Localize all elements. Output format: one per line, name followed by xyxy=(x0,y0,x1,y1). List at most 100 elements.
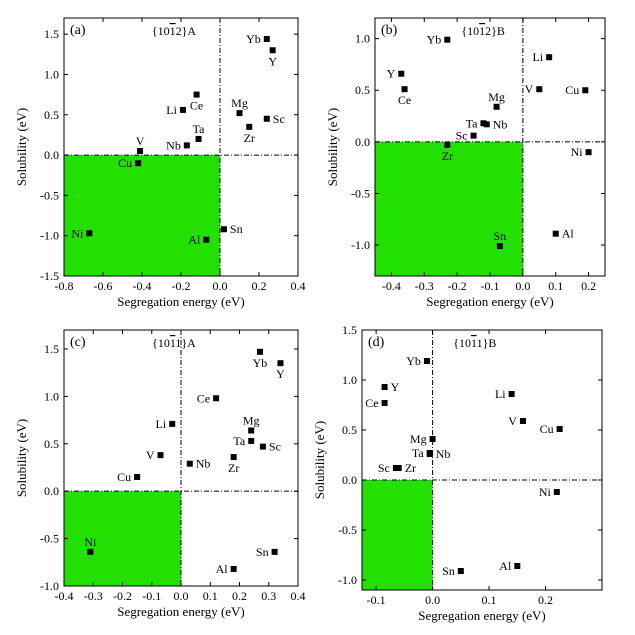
point-label: Sc xyxy=(378,461,390,475)
plane-label: {1011}A xyxy=(152,336,196,350)
point-label: Mg xyxy=(231,96,248,110)
point-label: Y xyxy=(387,67,396,81)
point-label: Ni xyxy=(71,226,84,240)
data-point xyxy=(483,121,490,128)
x-axis-label: Segregation energy (eV) xyxy=(426,294,554,309)
y-tick-label: -0.5 xyxy=(40,532,59,546)
data-point xyxy=(401,86,408,93)
point-label: Li xyxy=(495,387,506,401)
x-tick-label: -0.8 xyxy=(55,279,74,293)
x-axis-label: Segregation energy (eV) xyxy=(418,608,546,623)
point-label: Zr xyxy=(405,461,416,475)
point-label: Sc xyxy=(269,440,281,454)
data-point xyxy=(423,358,430,364)
x-tick-label: 0.2 xyxy=(232,589,247,603)
y-tick-label: 1.5 xyxy=(342,323,357,337)
data-point xyxy=(263,115,270,122)
y-tick-label: 0.0 xyxy=(44,148,59,162)
point-label: Y xyxy=(276,367,285,381)
point-label: Cu xyxy=(118,156,132,170)
data-point xyxy=(86,230,93,237)
x-tick-label: 0.0 xyxy=(174,589,189,603)
point-label: Mg xyxy=(410,432,427,446)
x-tick-label: -0.2 xyxy=(172,279,191,293)
data-point xyxy=(256,348,263,355)
point-label: Yb xyxy=(406,354,421,368)
data-point xyxy=(398,70,405,77)
data-point xyxy=(220,226,227,233)
data-point xyxy=(248,427,255,434)
point-label: Sc xyxy=(456,129,468,143)
data-point xyxy=(135,160,142,167)
point-label: Nb xyxy=(493,117,508,131)
y-tick-label: 1.0 xyxy=(342,373,357,387)
x-tick-label: -0.1 xyxy=(481,279,500,293)
point-label: Ta xyxy=(233,434,245,448)
data-point xyxy=(157,452,164,459)
point-label: Y xyxy=(268,54,277,68)
x-tick-label: 0.2 xyxy=(252,279,267,293)
point-label: Ni xyxy=(84,535,97,549)
data-point xyxy=(582,87,589,94)
x-tick-label: 0.1 xyxy=(203,589,218,603)
data-point xyxy=(277,360,284,367)
x-tick-label: 0.3 xyxy=(261,589,276,603)
x-tick-label: 0.0 xyxy=(515,279,530,293)
panel-d: -0.1 0.0 0.1 0.2 -1.0 -0.5 0.0 0.5 1.0 1.5 Segrega… xyxy=(312,323,603,623)
x-axis-label: Segregation energy (eV) xyxy=(117,604,245,619)
data-point xyxy=(552,230,559,237)
x-tick-label: -0.4 xyxy=(382,279,401,293)
panel-label: (b) xyxy=(381,23,398,38)
y-tick-label: -1.0 xyxy=(351,238,370,252)
data-point xyxy=(553,489,560,495)
data-point xyxy=(137,148,144,155)
data-point xyxy=(193,91,200,98)
y-tick-label: 1.5 xyxy=(44,342,59,356)
point-label: Yb xyxy=(427,33,442,47)
data-point xyxy=(236,110,243,117)
point-label: Ce xyxy=(398,93,411,107)
data-point xyxy=(246,123,253,130)
y-tick-label: 0.5 xyxy=(44,437,59,451)
x-tick-label: 0.0 xyxy=(425,593,440,607)
x-tick-label: 0.0 xyxy=(213,279,228,293)
x-tick-label: -0.3 xyxy=(415,279,434,293)
point-label: Al xyxy=(562,227,575,241)
x-tick-label: -0.1 xyxy=(142,589,161,603)
point-label: Li xyxy=(166,103,177,117)
point-label: Yb xyxy=(253,356,268,370)
data-point xyxy=(230,454,237,461)
point-label: Cu xyxy=(540,422,554,436)
y-tick-label: -1.0 xyxy=(40,579,59,593)
point-label: Li xyxy=(156,417,167,431)
y-tick-label: 0.5 xyxy=(44,108,59,122)
point-label: Yb xyxy=(246,32,261,46)
point-label: Zr xyxy=(442,149,453,163)
x-tick-label: 0.4 xyxy=(291,589,306,603)
y-tick-label: -1.0 xyxy=(40,229,59,243)
point-label: Sn xyxy=(494,229,507,243)
point-label: Zr xyxy=(228,461,239,475)
shaded-quadrant xyxy=(375,141,523,276)
point-label: Cu xyxy=(565,83,579,97)
panel-label: (a) xyxy=(70,23,86,38)
plane-label: {1012}A xyxy=(152,24,197,38)
point-label: Zr xyxy=(244,131,255,145)
y-tick-label: -1.0 xyxy=(338,573,357,587)
point-label: Al xyxy=(499,559,512,573)
point-label: Nb xyxy=(436,447,451,461)
data-point xyxy=(87,548,94,555)
data-point xyxy=(381,400,388,406)
y-tick-label: 1.5 xyxy=(44,27,59,41)
x-tick-label: -0.4 xyxy=(55,589,74,603)
shaded-quadrant xyxy=(362,480,433,590)
point-label: Ce xyxy=(197,391,210,405)
x-tick-label: 0.2 xyxy=(581,279,596,293)
y-tick-label: 0.5 xyxy=(355,83,370,97)
point-label: Ce xyxy=(190,99,203,113)
point-label: Cu xyxy=(117,470,131,484)
point-label: Sn xyxy=(442,564,455,578)
data-point xyxy=(519,418,526,424)
data-point xyxy=(213,395,220,402)
x-tick-label: 0.1 xyxy=(482,593,497,607)
